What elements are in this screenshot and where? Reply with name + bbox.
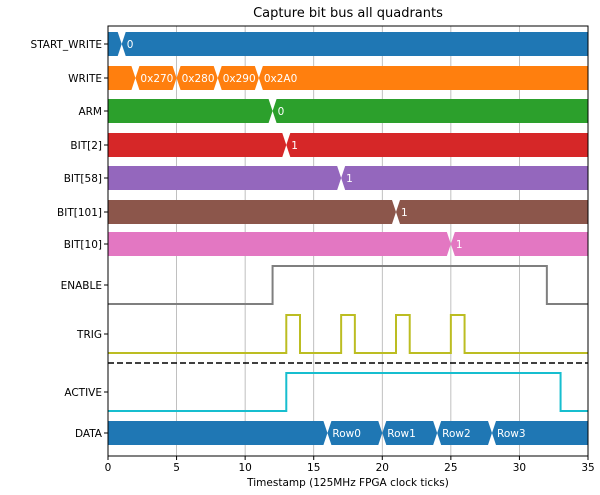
- x-tick-label: 30: [513, 462, 526, 474]
- bus-segment: [382, 421, 438, 445]
- lane-label: ACTIVE: [64, 387, 102, 399]
- bus-value-label: Row1: [387, 428, 416, 440]
- chart-title: Capture bit bus all quadrants: [253, 6, 443, 21]
- x-axis: 0 5 10 15 20 25 30 35: [105, 456, 595, 474]
- x-tick-label: 10: [238, 462, 251, 474]
- lanes: START_WRITE 0 WRITE 0x270 0x280 0x290 0x2A0 ARM…: [31, 32, 588, 445]
- lane-active: ACTIVE: [64, 372, 588, 412]
- bus-segment: [108, 232, 451, 256]
- bus-segment: [396, 200, 588, 224]
- bus-value-label: 1: [346, 173, 353, 185]
- bit-waveform: [108, 372, 588, 412]
- bus-segment: [437, 421, 492, 445]
- bus-value-label: 0: [278, 106, 285, 118]
- bus-segment: [286, 133, 588, 157]
- x-tick-label: 35: [581, 462, 594, 474]
- lane-label: DATA: [75, 428, 103, 440]
- lane-label: BIT[10]: [64, 239, 102, 251]
- x-axis-label: Timestamp (125MHz FPGA clock ticks): [246, 477, 449, 489]
- x-tick-label: 25: [444, 462, 457, 474]
- x-tick-label: 0: [105, 462, 112, 474]
- x-tick-label: 5: [173, 462, 180, 474]
- bus-value-label: Row0: [332, 428, 361, 440]
- bus-segment: [108, 133, 287, 157]
- lane-label: START_WRITE: [31, 39, 102, 51]
- lane-label: BIT[2]: [70, 140, 102, 152]
- lane-bit10: BIT[10] 1: [64, 232, 588, 256]
- bus-segment: [217, 66, 259, 90]
- bus-value-label: 0x270: [140, 73, 173, 85]
- bus-segment: [108, 32, 122, 56]
- bit-waveform: [108, 314, 588, 354]
- bus-segment: [492, 421, 588, 445]
- lane-bit101: BIT[101] 1: [57, 200, 588, 224]
- plot-frame: [107, 25, 589, 457]
- bus-segment: [341, 166, 588, 190]
- bus-segment: [258, 66, 588, 90]
- bus-segment: [108, 166, 342, 190]
- bus-value-label: 0x2A0: [264, 73, 297, 85]
- bus-value-label: Row2: [442, 428, 471, 440]
- lane-label: BIT[101]: [57, 207, 102, 219]
- lane-write: WRITE 0x270 0x280 0x290 0x2A0: [68, 66, 588, 90]
- lane-label: BIT[58]: [64, 173, 102, 185]
- lane-start-write: START_WRITE 0: [31, 32, 588, 56]
- bus-segment: [108, 66, 136, 90]
- lane-label: WRITE: [68, 73, 102, 85]
- bus-value-label: 1: [401, 207, 408, 219]
- bus-segment: [121, 32, 588, 56]
- bus-segment: [327, 421, 383, 445]
- x-tick-label: 15: [307, 462, 320, 474]
- lane-enable: ENABLE: [61, 265, 588, 305]
- bus-segment: [272, 99, 588, 123]
- bus-value-label: 1: [456, 239, 463, 251]
- lane-arm: ARM 0: [78, 99, 588, 123]
- bit-waveform: [108, 265, 588, 305]
- lane-label: ARM: [78, 106, 102, 118]
- bus-segment: [176, 66, 218, 90]
- bus-value-label: 0: [127, 39, 134, 51]
- bus-value-label: 0x290: [223, 73, 256, 85]
- lane-bit58: BIT[58] 1: [64, 166, 588, 190]
- bus-segment: [108, 421, 328, 445]
- bus-segment: [450, 232, 588, 256]
- lane-label: ENABLE: [61, 280, 102, 292]
- bus-segment: [135, 66, 177, 90]
- x-tick-label: 20: [376, 462, 389, 474]
- bus-value-label: Row3: [497, 428, 526, 440]
- bus-value-label: 0x280: [182, 73, 215, 85]
- bus-segment: [108, 200, 396, 224]
- lane-label: TRIG: [76, 329, 102, 341]
- bus-segment: [108, 99, 273, 123]
- lane-trig: TRIG: [76, 314, 588, 354]
- lane-data: DATA Row0 Row1 Row2 Row3: [75, 421, 588, 445]
- bus-value-label: 1: [291, 140, 298, 152]
- lane-bit2: BIT[2] 1: [70, 133, 588, 157]
